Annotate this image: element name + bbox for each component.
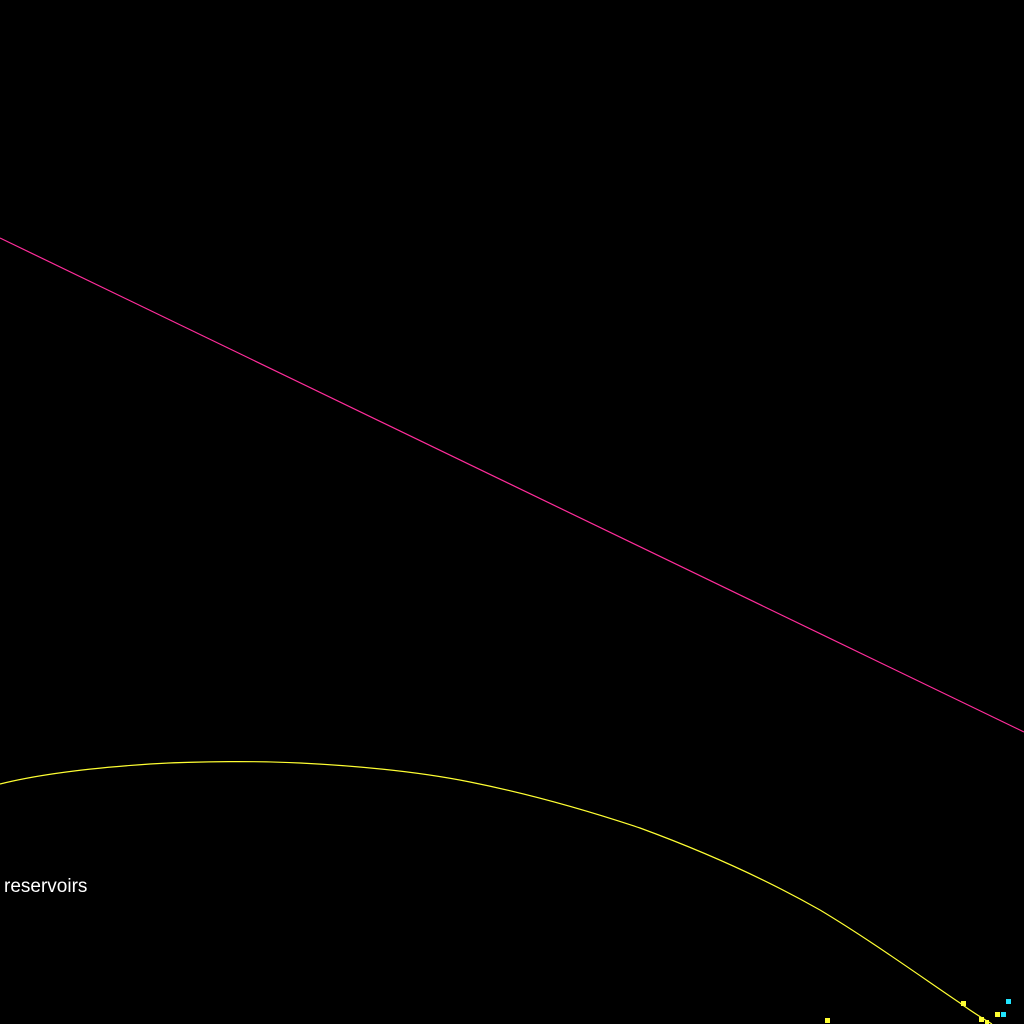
cyan-markers [1001,999,1011,1017]
yellow-marker [979,1017,984,1022]
yellow-curve [0,761,993,1024]
yellow-marker [961,1001,966,1006]
yellow-marker [995,1012,1000,1017]
yellow-markers [825,1001,1000,1024]
yellow-marker [825,1018,830,1023]
magenta-line [0,237,1024,733]
cyan-marker [1006,999,1011,1004]
reservoirs-label: reservoirs [4,876,87,897]
cyan-marker [1001,1012,1006,1017]
yellow-marker [985,1020,989,1024]
